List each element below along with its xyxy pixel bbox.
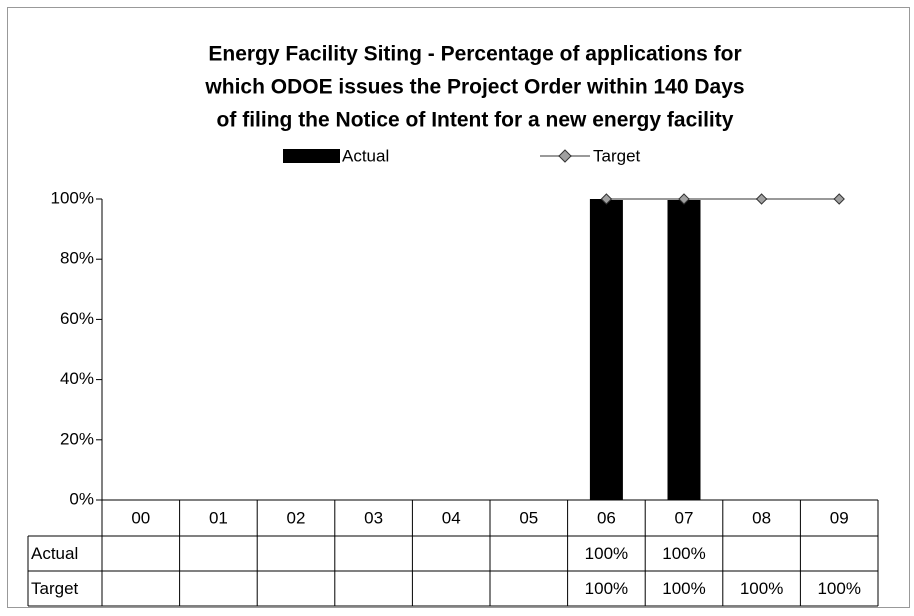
table-value: 100% — [585, 579, 628, 598]
x-tick-label: 00 — [131, 508, 150, 527]
legend-label: Target — [593, 146, 641, 165]
x-tick-label: 07 — [675, 508, 694, 527]
bar — [667, 199, 701, 500]
y-tick-label: 20% — [60, 429, 94, 448]
table-row-label: Actual — [31, 544, 78, 563]
table-value: 100% — [585, 544, 628, 563]
x-tick-label: 04 — [442, 508, 461, 527]
chart-border — [7, 7, 910, 608]
legend-marker — [558, 149, 572, 163]
chart-title: which ODOE issues the Project Order with… — [204, 76, 744, 99]
target-marker — [600, 193, 613, 205]
x-tick-label: 05 — [519, 508, 538, 527]
table-row-label: Target — [31, 579, 79, 598]
table-value: 100% — [662, 579, 705, 598]
x-tick-label: 06 — [597, 508, 616, 527]
target-marker — [678, 193, 690, 205]
y-tick-label: 40% — [60, 369, 94, 388]
chart-title: Energy Facility Siting - Percentage of a… — [208, 43, 741, 66]
x-tick-label: 02 — [287, 508, 306, 527]
table-value: 100% — [817, 579, 860, 598]
target-marker — [755, 193, 768, 205]
target-marker — [833, 193, 845, 205]
table-value: 100% — [662, 544, 705, 563]
table-value: 100% — [740, 579, 783, 598]
y-tick-label: 100% — [51, 188, 94, 207]
y-tick-label: 60% — [60, 309, 94, 328]
y-tick-label: 0% — [69, 489, 94, 508]
x-tick-label: 09 — [830, 508, 849, 527]
legend-swatch — [283, 149, 340, 163]
legend-label: Actual — [342, 146, 389, 165]
bar — [589, 199, 623, 500]
x-tick-label: 01 — [209, 508, 228, 527]
chart-title: of filing the Notice of Intent for a new… — [217, 109, 734, 132]
x-tick-label: 08 — [752, 508, 771, 527]
x-tick-label: 03 — [364, 508, 383, 527]
y-tick-label: 80% — [60, 249, 94, 268]
